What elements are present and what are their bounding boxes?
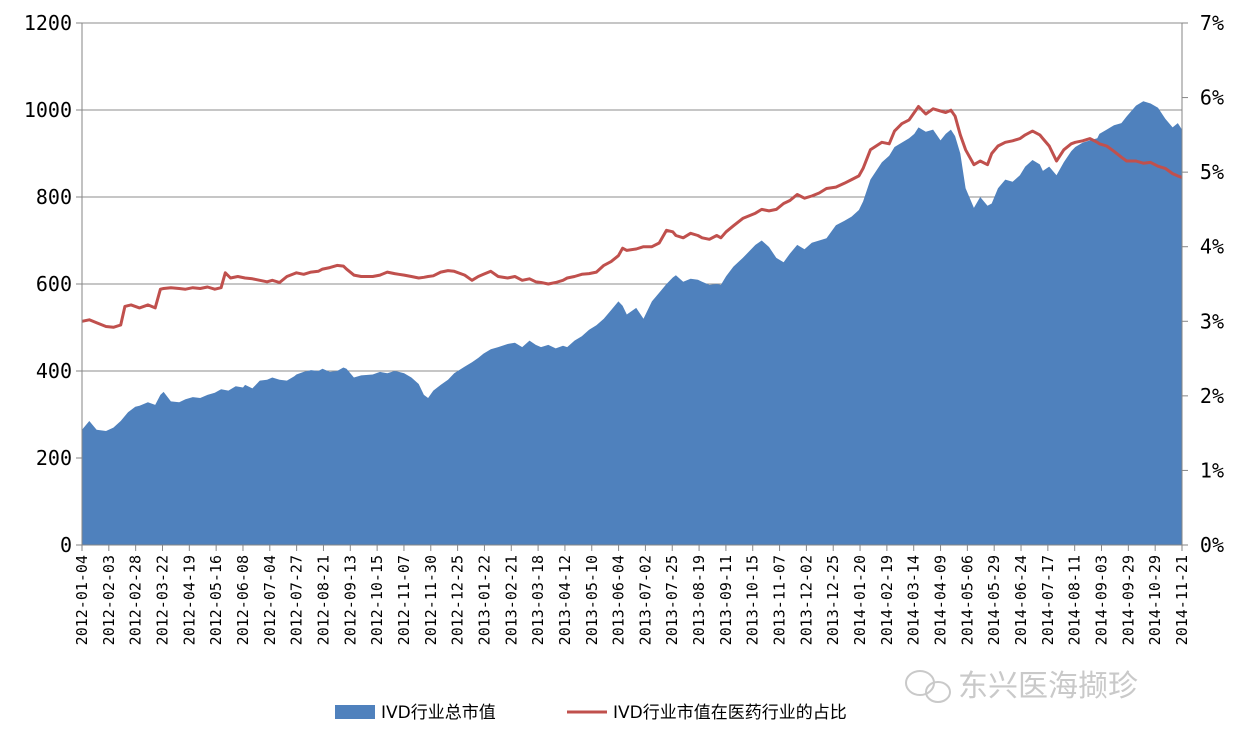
right-tick-label: 4% <box>1200 235 1224 259</box>
right-tick-label: 7% <box>1200 11 1224 35</box>
x-tick-label: 2013-06-04 <box>610 555 628 645</box>
left-axis-ticks: 0 200 400 600 800 1000 1200 <box>24 11 82 557</box>
x-tick-label: 2013-07-25 <box>663 555 681 645</box>
x-tick-label: 2012-11-07 <box>395 555 413 645</box>
x-tick-label: 2012-01-04 <box>73 555 91 645</box>
watermark: 东兴医海撷珍 <box>905 669 1138 704</box>
legend-label-line: IVD行业市值在医药行业的占比 <box>613 703 847 723</box>
x-tick-label: 2014-02-19 <box>878 555 896 645</box>
legend-swatch-area <box>335 705 375 719</box>
right-tick-label: 5% <box>1200 160 1224 184</box>
x-tick-label: 2013-01-22 <box>475 555 493 645</box>
line-ivd-share <box>81 105 1183 329</box>
left-tick-label: 1000 <box>24 98 72 122</box>
x-tick-label: 2014-09-03 <box>1093 555 1111 645</box>
x-tick-label: 2012-10-15 <box>368 555 386 645</box>
x-tick-label: 2012-04-19 <box>180 555 198 645</box>
x-tick-label: 2014-05-29 <box>985 555 1003 645</box>
right-tick-label: 0% <box>1200 533 1224 557</box>
x-tick-label: 2012-07-27 <box>288 555 306 645</box>
left-tick-label: 200 <box>36 446 72 470</box>
x-tick-label: 2014-10-29 <box>1146 555 1164 645</box>
left-tick-label: 1200 <box>24 11 72 35</box>
right-tick-label: 3% <box>1200 309 1224 333</box>
x-tick-label: 2012-11-30 <box>422 555 440 645</box>
x-tick-label: 2014-08-11 <box>1066 555 1084 645</box>
x-tick-label: 2013-04-12 <box>556 555 574 645</box>
area-series <box>82 101 1182 546</box>
x-tick-label: 2013-09-11 <box>717 555 735 645</box>
x-tick-label: 2014-01-20 <box>851 555 869 645</box>
x-tick-label: 2012-08-21 <box>315 555 333 645</box>
left-tick-label: 800 <box>36 185 72 209</box>
legend: IVD行业总市值 IVD行业市值在医药行业的占比 <box>335 703 847 723</box>
left-tick-label: 600 <box>36 272 72 296</box>
wechat-icon <box>905 670 951 703</box>
x-tick-label: 2013-12-02 <box>797 555 815 645</box>
x-tick-label: 2014-11-21 <box>1173 555 1191 645</box>
x-tick-label: 2012-03-22 <box>154 555 172 645</box>
x-tick-label: 2014-09-29 <box>1119 555 1137 645</box>
left-tick-label: 0 <box>60 533 72 557</box>
x-tick-label: 2012-07-04 <box>261 555 279 645</box>
x-tick-label: 2013-05-10 <box>583 555 601 645</box>
right-tick-label: 2% <box>1200 384 1224 408</box>
right-tick-label: 1% <box>1200 458 1224 482</box>
x-tick-label: 2014-06-24 <box>1012 555 1030 645</box>
x-tick-label: 2012-06-08 <box>234 555 252 645</box>
x-tick-label: 2013-11-07 <box>771 555 789 645</box>
x-tick-label: 2014-04-09 <box>932 555 950 645</box>
watermark-text: 东兴医海撷珍 <box>958 669 1138 704</box>
x-tick-label: 2013-02-21 <box>502 555 520 645</box>
x-tick-label: 2012-02-28 <box>127 555 145 645</box>
x-tick-label: 2014-05-06 <box>958 555 976 645</box>
right-tick-label: 6% <box>1200 86 1224 110</box>
x-tick-label: 2013-03-18 <box>529 555 547 645</box>
x-tick-label: 2014-07-17 <box>1039 555 1057 645</box>
legend-label-area: IVD行业总市值 <box>381 703 496 723</box>
x-tick-label: 2013-08-19 <box>690 555 708 645</box>
x-tick-label: 2014-03-14 <box>905 555 923 645</box>
area-ivd-market-cap <box>82 101 1182 546</box>
x-axis-ticks: 2012-01-04 2012-02-03 2012-02-28 2012-03-22… <box>73 545 1191 645</box>
x-tick-label: 2012-09-13 <box>341 555 359 645</box>
x-tick-label: 2013-12-25 <box>824 555 842 645</box>
x-tick-label: 2012-02-03 <box>100 555 118 645</box>
line-series <box>81 105 1183 329</box>
x-tick-label: 2012-05-16 <box>207 555 225 645</box>
x-tick-label: 2013-10-15 <box>744 555 762 645</box>
x-tick-label: 2012-12-25 <box>449 555 467 645</box>
right-axis-ticks: 0% 1% 2% 3% 4% 5% 6% 7% <box>1182 11 1224 557</box>
left-tick-label: 400 <box>36 359 72 383</box>
x-tick-label: 2013-07-02 <box>636 555 654 645</box>
